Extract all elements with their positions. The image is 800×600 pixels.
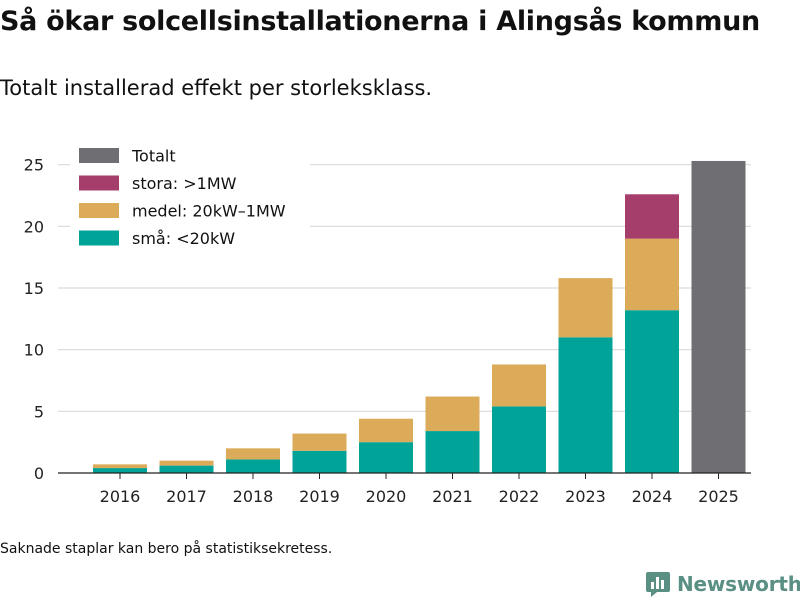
- bar-stora-2024: [625, 194, 679, 239]
- y-tick-label: 20: [24, 217, 44, 236]
- bar-medel-2023: [558, 278, 613, 338]
- x-tick-label: 2020: [366, 487, 407, 506]
- chart-subtitle: Totalt installerad effekt per storlekskl…: [0, 76, 433, 100]
- bar-sma-2017: [159, 465, 214, 473]
- y-tick-label: 25: [24, 156, 44, 175]
- y-tick-label: 10: [24, 341, 44, 360]
- bar-medel-2018: [226, 448, 280, 460]
- x-tick-label: 2017: [166, 487, 207, 506]
- bar-sma-2021: [425, 431, 480, 473]
- y-tick-label: 0: [34, 464, 44, 483]
- x-tick-label: 2024: [632, 487, 673, 506]
- x-tick-label: 2016: [100, 487, 141, 506]
- brand-name: Newsworthy: [677, 572, 800, 596]
- legend-swatch-medel: [79, 203, 119, 218]
- x-tick-label: 2022: [499, 487, 540, 506]
- bar-sma-2020: [359, 442, 413, 473]
- bar-medel-2024: [625, 238, 679, 311]
- bar-medel-2022: [492, 364, 546, 407]
- footnote: Saknade staplar kan bero på statistiksek…: [0, 541, 333, 557]
- x-tick-label: 2019: [299, 487, 340, 506]
- y-tick-label: 5: [34, 402, 44, 421]
- bar-medel-2017: [159, 460, 214, 466]
- bars: [93, 160, 746, 473]
- legend-swatch-sma: [79, 230, 119, 246]
- chart-title: Så ökar solcellsinstallationerna i Aling…: [0, 6, 760, 37]
- bar-medel-2016: [93, 464, 147, 469]
- bar-sma-2019: [292, 450, 347, 473]
- legend-label-sma: små: <20kW: [132, 229, 235, 248]
- bar-medel-2021: [425, 396, 480, 432]
- bar-sma-2024: [625, 310, 679, 473]
- brand-logo: Newsworthy: [645, 569, 800, 599]
- legend-label-total: Totalt: [131, 147, 176, 166]
- x-tick-label: 2021: [432, 487, 473, 506]
- bar-sma-2018: [226, 459, 280, 473]
- legend: Totalt stora: >1MW medel: 20kW–1MW små: <20…: [70, 142, 310, 254]
- legend-label-medel: medel: 20kW–1MW: [132, 202, 286, 221]
- bar-total-2025: [691, 160, 746, 473]
- bar-sma-2023: [558, 337, 613, 473]
- x-tick-label: 2025: [698, 487, 739, 506]
- legend-swatch-total: [79, 148, 119, 163]
- bar-medel-2020: [359, 418, 413, 443]
- bar-medel-2019: [292, 433, 347, 451]
- bar-sma-2022: [492, 406, 546, 473]
- legend-swatch-stora: [79, 175, 119, 191]
- bar-chart-logo-icon: [646, 572, 670, 597]
- x-tick-label: 2018: [233, 487, 274, 506]
- y-tick-label: 15: [24, 279, 44, 298]
- bar-sma-2016: [93, 468, 147, 473]
- legend-label-stora: stora: >1MW: [132, 174, 237, 193]
- x-tick-label: 2023: [565, 487, 606, 506]
